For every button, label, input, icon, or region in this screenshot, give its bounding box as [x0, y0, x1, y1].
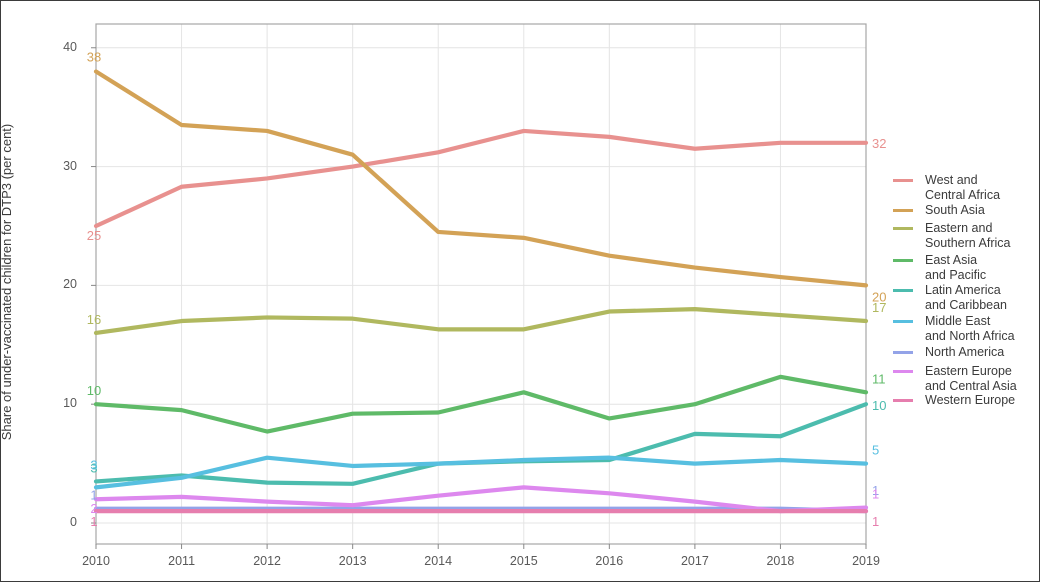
- svg-text:32: 32: [872, 136, 886, 151]
- svg-text:10: 10: [872, 398, 886, 413]
- svg-text:1: 1: [872, 514, 879, 529]
- svg-text:16: 16: [87, 312, 101, 327]
- svg-text:1: 1: [872, 487, 879, 502]
- svg-text:1: 1: [90, 514, 97, 529]
- svg-text:17: 17: [872, 300, 886, 315]
- svg-text:25: 25: [87, 228, 101, 243]
- svg-text:11: 11: [872, 371, 886, 386]
- svg-text:3: 3: [90, 457, 97, 472]
- svg-text:10: 10: [87, 383, 101, 398]
- svg-text:38: 38: [87, 50, 101, 65]
- svg-text:5: 5: [872, 443, 879, 458]
